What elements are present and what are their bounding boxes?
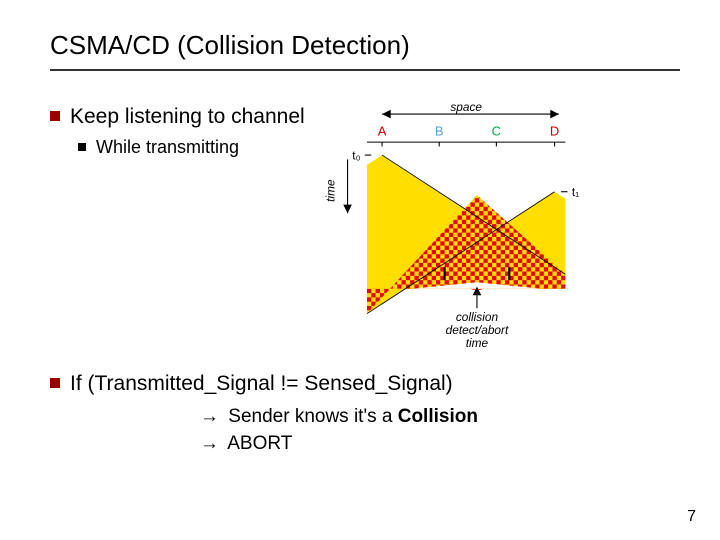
- consequence-2: → ABORT: [200, 431, 680, 458]
- consequence-1-text: Sender knows it's a: [228, 406, 397, 427]
- svg-text:B: B: [435, 124, 444, 139]
- svg-text:t₁: t₁: [572, 185, 579, 199]
- svg-text:A: A: [377, 124, 386, 139]
- svg-text:C: C: [491, 124, 500, 139]
- page-title: CSMA/CD (Collision Detection): [50, 30, 680, 61]
- svg-text:t₀: t₀: [352, 148, 360, 162]
- collision-diagram: spaceABCDtimet₀t₁collisiondetect/abortti…: [315, 99, 680, 352]
- bullet-2: If (Transmitted_Signal != Sensed_Signal): [50, 372, 680, 396]
- arrow-right-icon: →: [200, 433, 219, 454]
- consequence-2-text: ABORT: [227, 433, 292, 454]
- bullet-1: Keep listening to channel: [50, 105, 305, 129]
- svg-text:time: time: [465, 336, 488, 347]
- svg-text:detect/abort: detect/abort: [445, 323, 508, 337]
- svg-text:time: time: [323, 179, 337, 202]
- bullet-1-sub-1-text: While transmitting: [96, 137, 239, 158]
- square-bullet-icon: [50, 378, 60, 388]
- consequence-1: → Sender knows it's a Collision: [200, 404, 680, 431]
- title-divider: [50, 69, 680, 71]
- bullet-1-sub-1: While transmitting: [78, 137, 305, 158]
- bullet-2-text: If (Transmitted_Signal != Sensed_Signal): [70, 372, 453, 396]
- bullet-1-text: Keep listening to channel: [70, 105, 305, 129]
- svg-text:D: D: [550, 124, 559, 139]
- svg-text:space: space: [450, 100, 482, 114]
- arrow-right-icon: →: [200, 406, 219, 427]
- consequence-1-bold: Collision: [398, 406, 478, 427]
- page-number: 7: [687, 508, 696, 526]
- square-bullet-small-icon: [78, 143, 86, 151]
- svg-text:collision: collision: [456, 310, 499, 324]
- square-bullet-icon: [50, 111, 60, 121]
